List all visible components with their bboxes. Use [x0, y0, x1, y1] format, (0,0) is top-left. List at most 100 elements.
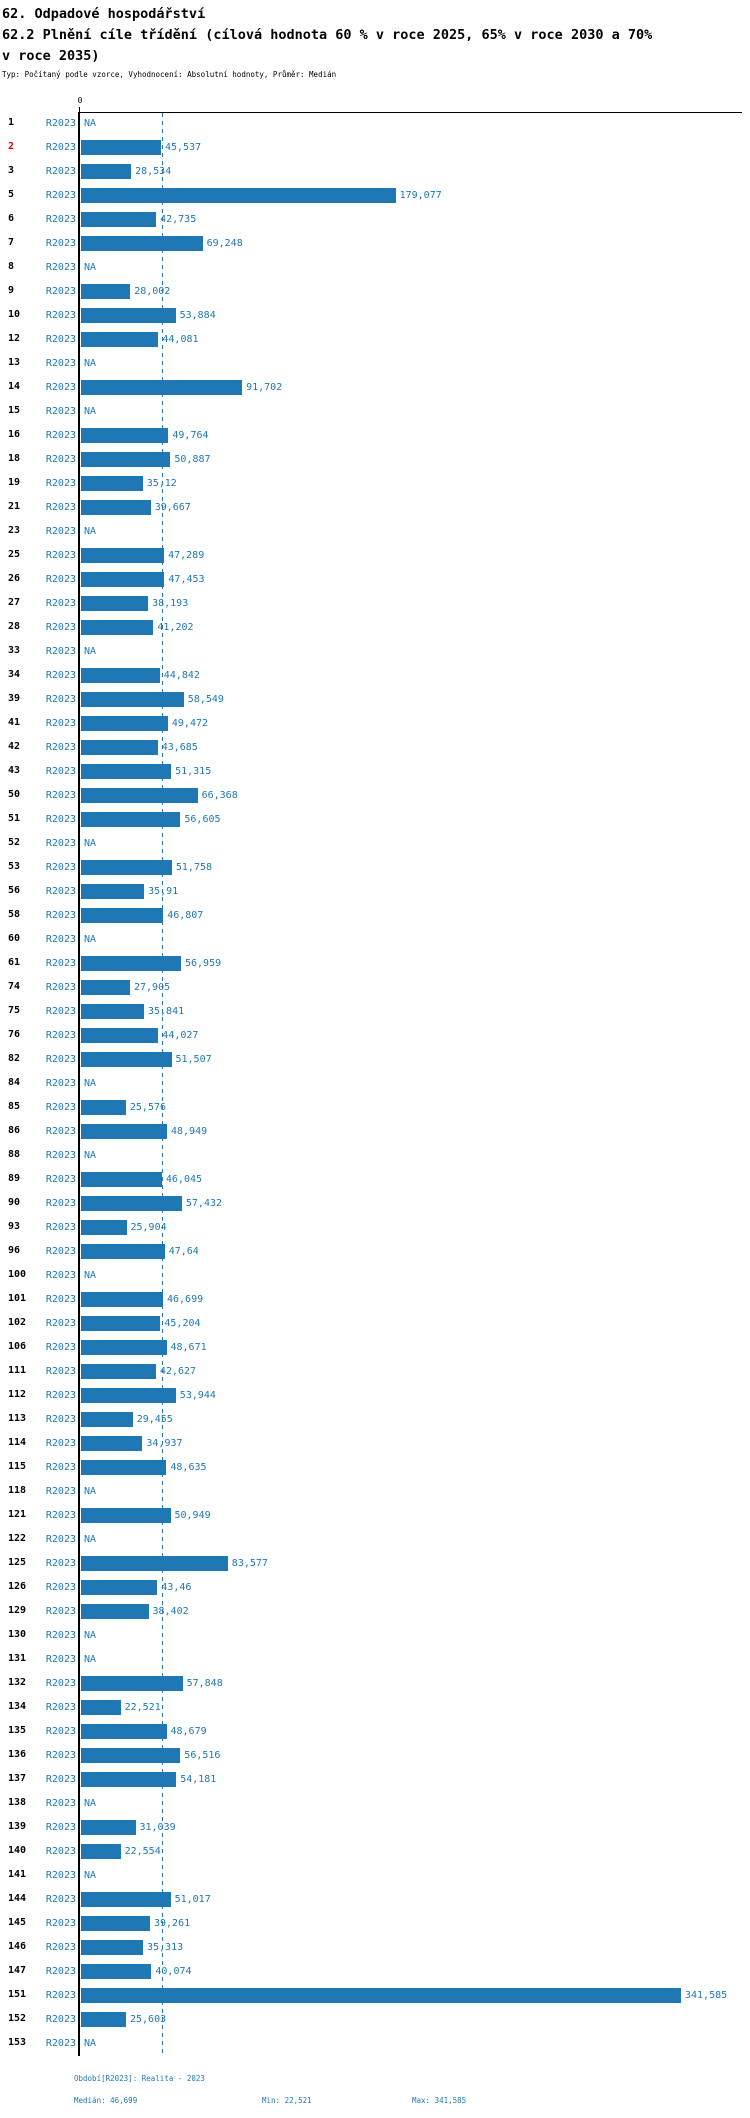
row-number-label: 51	[8, 813, 21, 824]
series-label: R2023	[45, 309, 76, 321]
bar	[81, 1339, 167, 1355]
bar-value-label: 40,074	[155, 1965, 192, 1977]
chart-row: 126 R2023 43,46	[0, 1575, 750, 1599]
row-number-label: 121	[8, 1509, 27, 1520]
row-number-label: 2	[8, 141, 15, 152]
row-number-label: 145	[8, 1917, 27, 1928]
bar	[81, 1219, 127, 1235]
bar-value-label: NA	[84, 1869, 97, 1881]
bar-value-label: 49,472	[171, 717, 209, 729]
chart-meta-line: Typ: Počítaný podle vzorce, Vyhodnocení:…	[2, 70, 337, 79]
series-label: R2023	[45, 1389, 76, 1401]
series-label: R2023	[45, 957, 76, 969]
bar-value-label: 341,585	[685, 1989, 728, 2001]
bar-value-label: 25,904	[130, 1221, 167, 1233]
bar	[81, 1315, 161, 1331]
row-number-label: 86	[8, 1125, 21, 1136]
bar	[81, 139, 161, 155]
series-label: R2023	[45, 1917, 76, 1929]
bar	[81, 283, 131, 299]
bar-value-label: 179,077	[399, 189, 442, 201]
bar	[81, 331, 159, 347]
row-number-label: 131	[8, 1653, 27, 1664]
series-label: R2023	[45, 789, 76, 801]
bar	[81, 571, 165, 587]
bar-value-label: 35,91	[148, 885, 179, 897]
row-number-label: 52	[8, 837, 21, 848]
bar-value-label: NA	[84, 933, 97, 945]
bar-value-label: 41,202	[157, 621, 194, 633]
series-label: R2023	[45, 213, 76, 225]
series-label: R2023	[45, 1821, 76, 1833]
chart-row: 132 R2023 57,848	[0, 1671, 750, 1695]
series-label: R2023	[45, 597, 76, 609]
bar	[81, 1243, 165, 1259]
bar-value-label: 34,937	[146, 1437, 183, 1449]
chart-row: 7 R2023 69,248	[0, 231, 750, 255]
bar-value-label: 58,549	[187, 693, 224, 705]
bar-value-label: 43,685	[161, 741, 198, 753]
bar-value-label: 48,679	[170, 1725, 207, 1737]
bar	[81, 1051, 172, 1067]
series-label: R2023	[45, 549, 76, 561]
row-number-label: 126	[8, 1581, 27, 1592]
bar	[81, 739, 158, 755]
series-label: R2023	[45, 885, 76, 897]
chart-row: 93 R2023 25,904	[0, 1215, 750, 1239]
row-number-label: 88	[8, 1149, 21, 1160]
series-label: R2023	[45, 1173, 76, 1185]
series-label: R2023	[45, 573, 76, 585]
series-label: R2023	[45, 1077, 76, 1089]
series-label: R2023	[45, 1773, 76, 1785]
bar-value-label: NA	[84, 837, 97, 849]
chart-row: 139 R2023 31,039	[0, 1815, 750, 1839]
bar	[81, 475, 143, 491]
chart-row: 146 R2023 35,313	[0, 1935, 750, 1959]
row-number-label: 122	[8, 1533, 27, 1544]
bar	[81, 1459, 167, 1475]
row-number-label: 56	[8, 885, 21, 896]
chart-row: 61 R2023 56,959	[0, 951, 750, 975]
series-label: R2023	[45, 813, 76, 825]
row-number-label: 106	[8, 1341, 27, 1352]
bar	[81, 811, 181, 827]
bar-value-label: 28,534	[135, 165, 172, 177]
bar	[81, 1747, 181, 1763]
row-number-label: 53	[8, 861, 21, 872]
bar	[81, 1699, 121, 1715]
footer-min: Min: 22,521	[262, 2096, 312, 2105]
row-number-label: 140	[8, 1845, 27, 1856]
series-label: R2023	[45, 1965, 76, 1977]
axis-vertical-line	[78, 112, 80, 2056]
chart-row: 114 R2023 34,937	[0, 1431, 750, 1455]
bar-value-label: 35,12	[146, 477, 177, 489]
row-number-label: 61	[8, 957, 21, 968]
axis-top-line	[79, 112, 742, 113]
row-number-label: 60	[8, 933, 21, 944]
bar-value-label: 38,193	[152, 597, 189, 609]
bar	[81, 1771, 177, 1787]
bar-value-label: 53,884	[179, 309, 216, 321]
bar-value-label: 44,027	[162, 1029, 199, 1041]
series-label: R2023	[45, 1053, 76, 1065]
bar-value-label: NA	[84, 645, 97, 657]
chart-row: 50 R2023 66,368	[0, 783, 750, 807]
row-number-label: 101	[8, 1293, 27, 1304]
chart-row: 122 R2023 NA	[0, 1527, 750, 1551]
chart-row: 106 R2023 48,671	[0, 1335, 750, 1359]
bar	[81, 1027, 159, 1043]
series-label: R2023	[45, 1581, 76, 1593]
row-number-label: 76	[8, 1029, 21, 1040]
chart-row: 23 R2023 NA	[0, 519, 750, 543]
row-number-label: 141	[8, 1869, 27, 1880]
series-label: R2023	[45, 861, 76, 873]
series-label: R2023	[45, 1701, 76, 1713]
bar	[81, 1099, 126, 1115]
bar	[81, 979, 130, 995]
bar-value-label: 56,959	[185, 957, 222, 969]
row-number-label: 90	[8, 1197, 21, 1208]
bar-value-label: 48,635	[170, 1461, 207, 1473]
series-label: R2023	[45, 645, 76, 657]
bar-value-label: NA	[84, 1797, 97, 1809]
